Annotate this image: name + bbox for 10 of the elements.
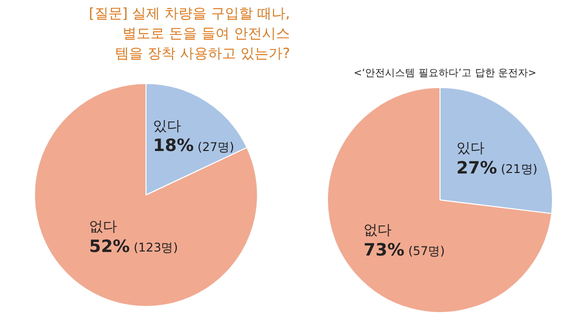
slice-label: 없다 — [89, 219, 118, 236]
data-label: 27% (21명) — [456, 158, 538, 178]
chart-title: [질문] 실제 차량을 구입할 때나, 별도로 돈을 들여 안전시스 템을 장착 사용하고 있는가? — [88, 5, 290, 64]
data-label: 18% (27명) — [153, 136, 234, 156]
chart-title: <‘안전시스템 필요하다’고 답한 운전자> — [352, 67, 538, 80]
slice-label: 있다 — [153, 118, 182, 134]
data-label: 52% (123명) — [89, 236, 178, 257]
slice-label: 있다 — [456, 140, 484, 157]
slice-label: 없다 — [364, 222, 392, 239]
data-label: 73% (57명) — [364, 240, 445, 260]
